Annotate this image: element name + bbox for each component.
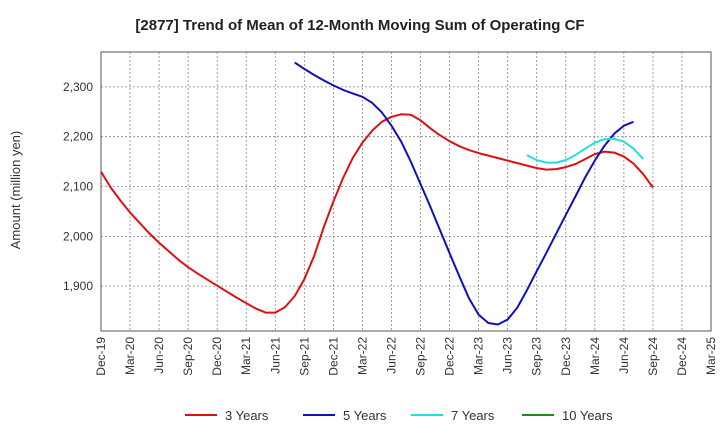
x-tick-label: Dec-20 (210, 337, 224, 376)
legend-label: 3 Years (225, 408, 269, 423)
y-tick-label: 1,900 (63, 279, 93, 293)
x-tick-label: Jun-22 (384, 337, 398, 374)
series-line-3-years (100, 113, 654, 314)
x-tick-label: Sep-20 (181, 337, 195, 376)
x-tick-label: Sep-24 (646, 337, 660, 376)
y-tick-label: 2,000 (63, 229, 93, 243)
x-tick-label: Mar-21 (239, 337, 253, 375)
y-tick-label: 2,100 (63, 180, 93, 194)
y-axis-label: Amount (million yen) (8, 131, 23, 250)
x-tick-label: Mar-22 (355, 337, 369, 375)
x-tick-label: Jun-21 (268, 337, 282, 374)
x-tick-label: Mar-24 (588, 337, 602, 375)
legend-label: 5 Years (343, 408, 387, 423)
y-tick-label: 2,300 (63, 80, 93, 94)
x-tick-label: Sep-22 (414, 337, 428, 376)
x-tick-label: Dec-21 (326, 337, 340, 376)
legend: 3 Years 5 Years 7 Years 10 Years (185, 408, 613, 423)
x-tick-label: Dec-24 (675, 337, 689, 376)
x-tick-label: Jun-20 (152, 337, 166, 374)
x-tick-label: Sep-21 (297, 337, 311, 376)
series-line-5-years (294, 61, 634, 326)
x-tick-label: Mar-25 (704, 337, 718, 375)
plot-area: 1,900 2,000 2,100 2,200 2,300 Dec-19 Mar-20 Jun… (63, 51, 718, 376)
x-tick-label: Mar-23 (472, 337, 486, 375)
x-tick-label: Mar-20 (123, 337, 137, 375)
y-tick-label: 2,200 (63, 130, 93, 144)
chart-title: [2877] Trend of Mean of 12-Month Moving … (135, 17, 584, 34)
x-tick-label: Sep-23 (530, 337, 544, 376)
legend-label: 7 Years (451, 408, 495, 423)
series-line-7-years (526, 137, 644, 164)
x-tick-label: Dec-23 (559, 337, 573, 376)
x-tick-label: Dec-19 (94, 337, 108, 376)
x-tick-label: Dec-22 (443, 337, 457, 376)
plot-border (100, 51, 712, 332)
legend-label: 10 Years (562, 408, 613, 423)
x-tick-label: Jun-24 (617, 337, 631, 374)
x-tick-label: Jun-23 (501, 337, 515, 374)
